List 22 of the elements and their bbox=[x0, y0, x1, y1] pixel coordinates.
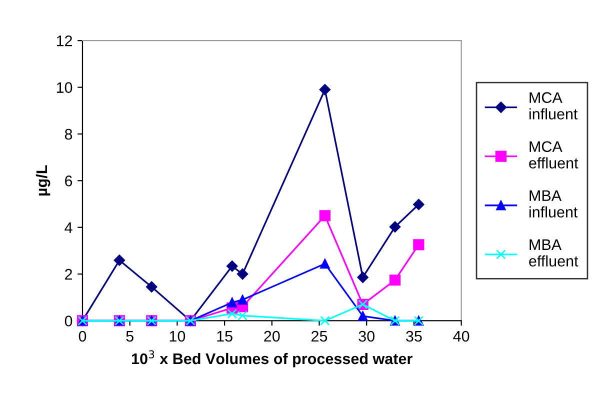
x-tick-label: 35 bbox=[406, 330, 422, 342]
y-tick-label: 4 bbox=[64, 222, 72, 233]
y-tick-label: 6 bbox=[65, 176, 72, 186]
y-tick-label: 0 bbox=[64, 316, 72, 326]
x-tick-label: 5 bbox=[126, 331, 134, 342]
x-tick-label: 25 bbox=[312, 330, 328, 342]
x-tick-label: 0 bbox=[78, 330, 86, 342]
legend-label: MBA effluent bbox=[529, 239, 578, 267]
y-tick-label: 2 bbox=[65, 268, 72, 280]
x-tick-label: 30 bbox=[358, 330, 374, 342]
x-tick-label: 10 bbox=[170, 330, 186, 342]
x-tick-label: 15 bbox=[217, 331, 232, 342]
legend-label: MCA influent bbox=[529, 92, 578, 120]
y-axis-title: µg/L bbox=[36, 165, 50, 196]
y-tick-label: 8 bbox=[64, 128, 72, 140]
x-tick-label: 40 bbox=[453, 330, 470, 342]
legend-label: MCA effluent bbox=[529, 141, 578, 168]
x-axis-title: 10$^{3}$ x Bed Volumes of processed water bbox=[132, 350, 412, 368]
y-tick-label: 12 bbox=[56, 35, 72, 46]
legend-label: MBA influent bbox=[529, 190, 578, 218]
x-tick-label: 20 bbox=[264, 330, 280, 342]
y-tick-label: 10 bbox=[56, 82, 72, 93]
